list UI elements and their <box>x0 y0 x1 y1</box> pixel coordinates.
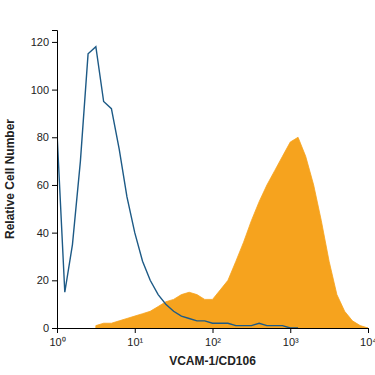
y-axis: 0 20 40 60 80 100 120 <box>31 31 58 335</box>
y-tick-label: 40 <box>37 227 49 239</box>
y-tick: 80 <box>37 131 57 143</box>
x-tick-label: 10² <box>205 336 221 348</box>
marks <box>57 47 368 328</box>
x-tick: 10² <box>205 328 221 348</box>
y-tick-mark <box>52 137 57 138</box>
x-tick: 10¹ <box>127 328 143 348</box>
y-tick: 60 <box>37 179 57 191</box>
y-tick: 20 <box>37 274 57 286</box>
filled-histogram <box>96 137 368 328</box>
y-tick: 0 <box>43 322 57 334</box>
y-axis-title: Relative Cell Number <box>3 119 17 239</box>
y-tick-label: 0 <box>43 322 49 334</box>
y-tick-mark <box>52 280 57 281</box>
x-tick-label: 10⁴ <box>360 336 375 348</box>
x-tick-mark <box>290 328 291 333</box>
x-tick: 10³ <box>283 328 299 348</box>
y-tick-mark <box>52 328 57 329</box>
y-tick-label: 100 <box>31 84 49 96</box>
x-tick-mark <box>213 328 214 333</box>
x-tick: 10⁰ <box>49 328 65 348</box>
x-axis-title: VCAM-1/CD106 <box>169 354 256 368</box>
y-tick: 40 <box>37 227 57 239</box>
x-tick-label: 10¹ <box>127 336 143 348</box>
y-tick-mark <box>52 42 57 43</box>
x-tick: 10⁴ <box>360 328 375 348</box>
y-tick-label: 60 <box>37 179 49 191</box>
y-tick-label: 80 <box>37 131 49 143</box>
y-axis-line <box>52 31 58 329</box>
x-tick-label: 10⁰ <box>49 336 65 348</box>
y-tick-mark <box>52 90 57 91</box>
x-tick-mark <box>368 328 369 333</box>
y-tick-mark <box>52 233 57 234</box>
y-tick: 120 <box>31 36 57 48</box>
x-tick-mark <box>135 328 136 333</box>
x-axis-line <box>58 329 369 334</box>
outline-histogram <box>57 47 298 328</box>
y-tick: 100 <box>31 84 57 96</box>
chart: 10⁰ 10¹ 10² 10³ 10⁴ 0 20 40 60 80 100 120 VCAM-1/CD1… <box>0 0 375 375</box>
y-tick-label: 20 <box>37 274 49 286</box>
x-tick-label: 10³ <box>283 336 299 348</box>
x-axis: 10⁰ 10¹ 10² 10³ 10⁴ <box>49 328 375 348</box>
y-tick-mark <box>52 185 57 186</box>
y-tick-label: 120 <box>31 36 49 48</box>
plot: 10⁰ 10¹ 10² 10³ 10⁴ 0 20 40 60 80 100 120 <box>31 31 375 348</box>
